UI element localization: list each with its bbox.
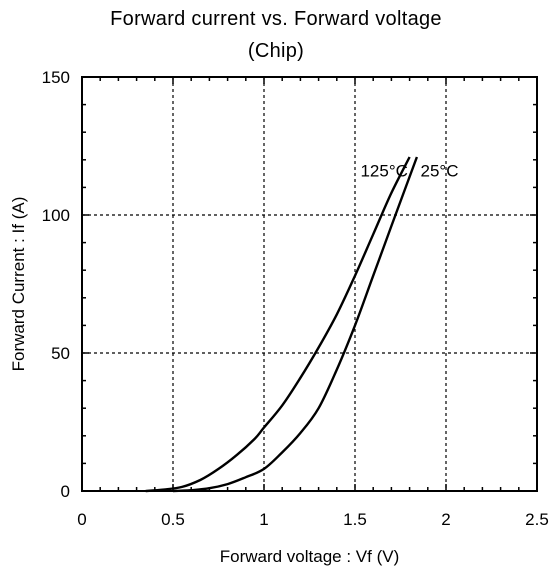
- chart-subtitle: (Chip): [247, 40, 305, 62]
- x-axis-label: Forward voltage : Vf (V): [220, 547, 400, 566]
- chart-title: Forward current vs. Forward voltage: [110, 8, 442, 30]
- axis-ticks: [81, 76, 538, 492]
- series-line-125c: [145, 156, 411, 493]
- x-tick-label: 0.5: [161, 510, 185, 529]
- series-annotation-label: 25°C: [421, 161, 459, 180]
- grid: [82, 77, 537, 491]
- x-tick-label: 0: [77, 510, 86, 529]
- x-tick-label: 1: [259, 510, 268, 529]
- plot-frame: [81, 76, 538, 492]
- y-tick-label: 100: [42, 206, 70, 225]
- x-tick-label: 2.5: [525, 510, 549, 529]
- y-tick-label: 50: [51, 344, 70, 363]
- tick-labels: 0 0.5 1 1.5 2 2.5 0 50 100 150: [42, 68, 549, 529]
- annotations: 125°C 25°C: [360, 161, 458, 180]
- y-tick-label: 0: [61, 482, 70, 501]
- series-line-25c: [172, 156, 419, 493]
- series-group: [145, 156, 419, 493]
- series-annotation-label: 125°C: [360, 161, 407, 180]
- y-axis-label: Forward Current : If (A): [9, 197, 28, 372]
- y-tick-label: 150: [42, 68, 70, 87]
- x-tick-label: 1.5: [343, 510, 367, 529]
- x-tick-label: 2: [441, 510, 450, 529]
